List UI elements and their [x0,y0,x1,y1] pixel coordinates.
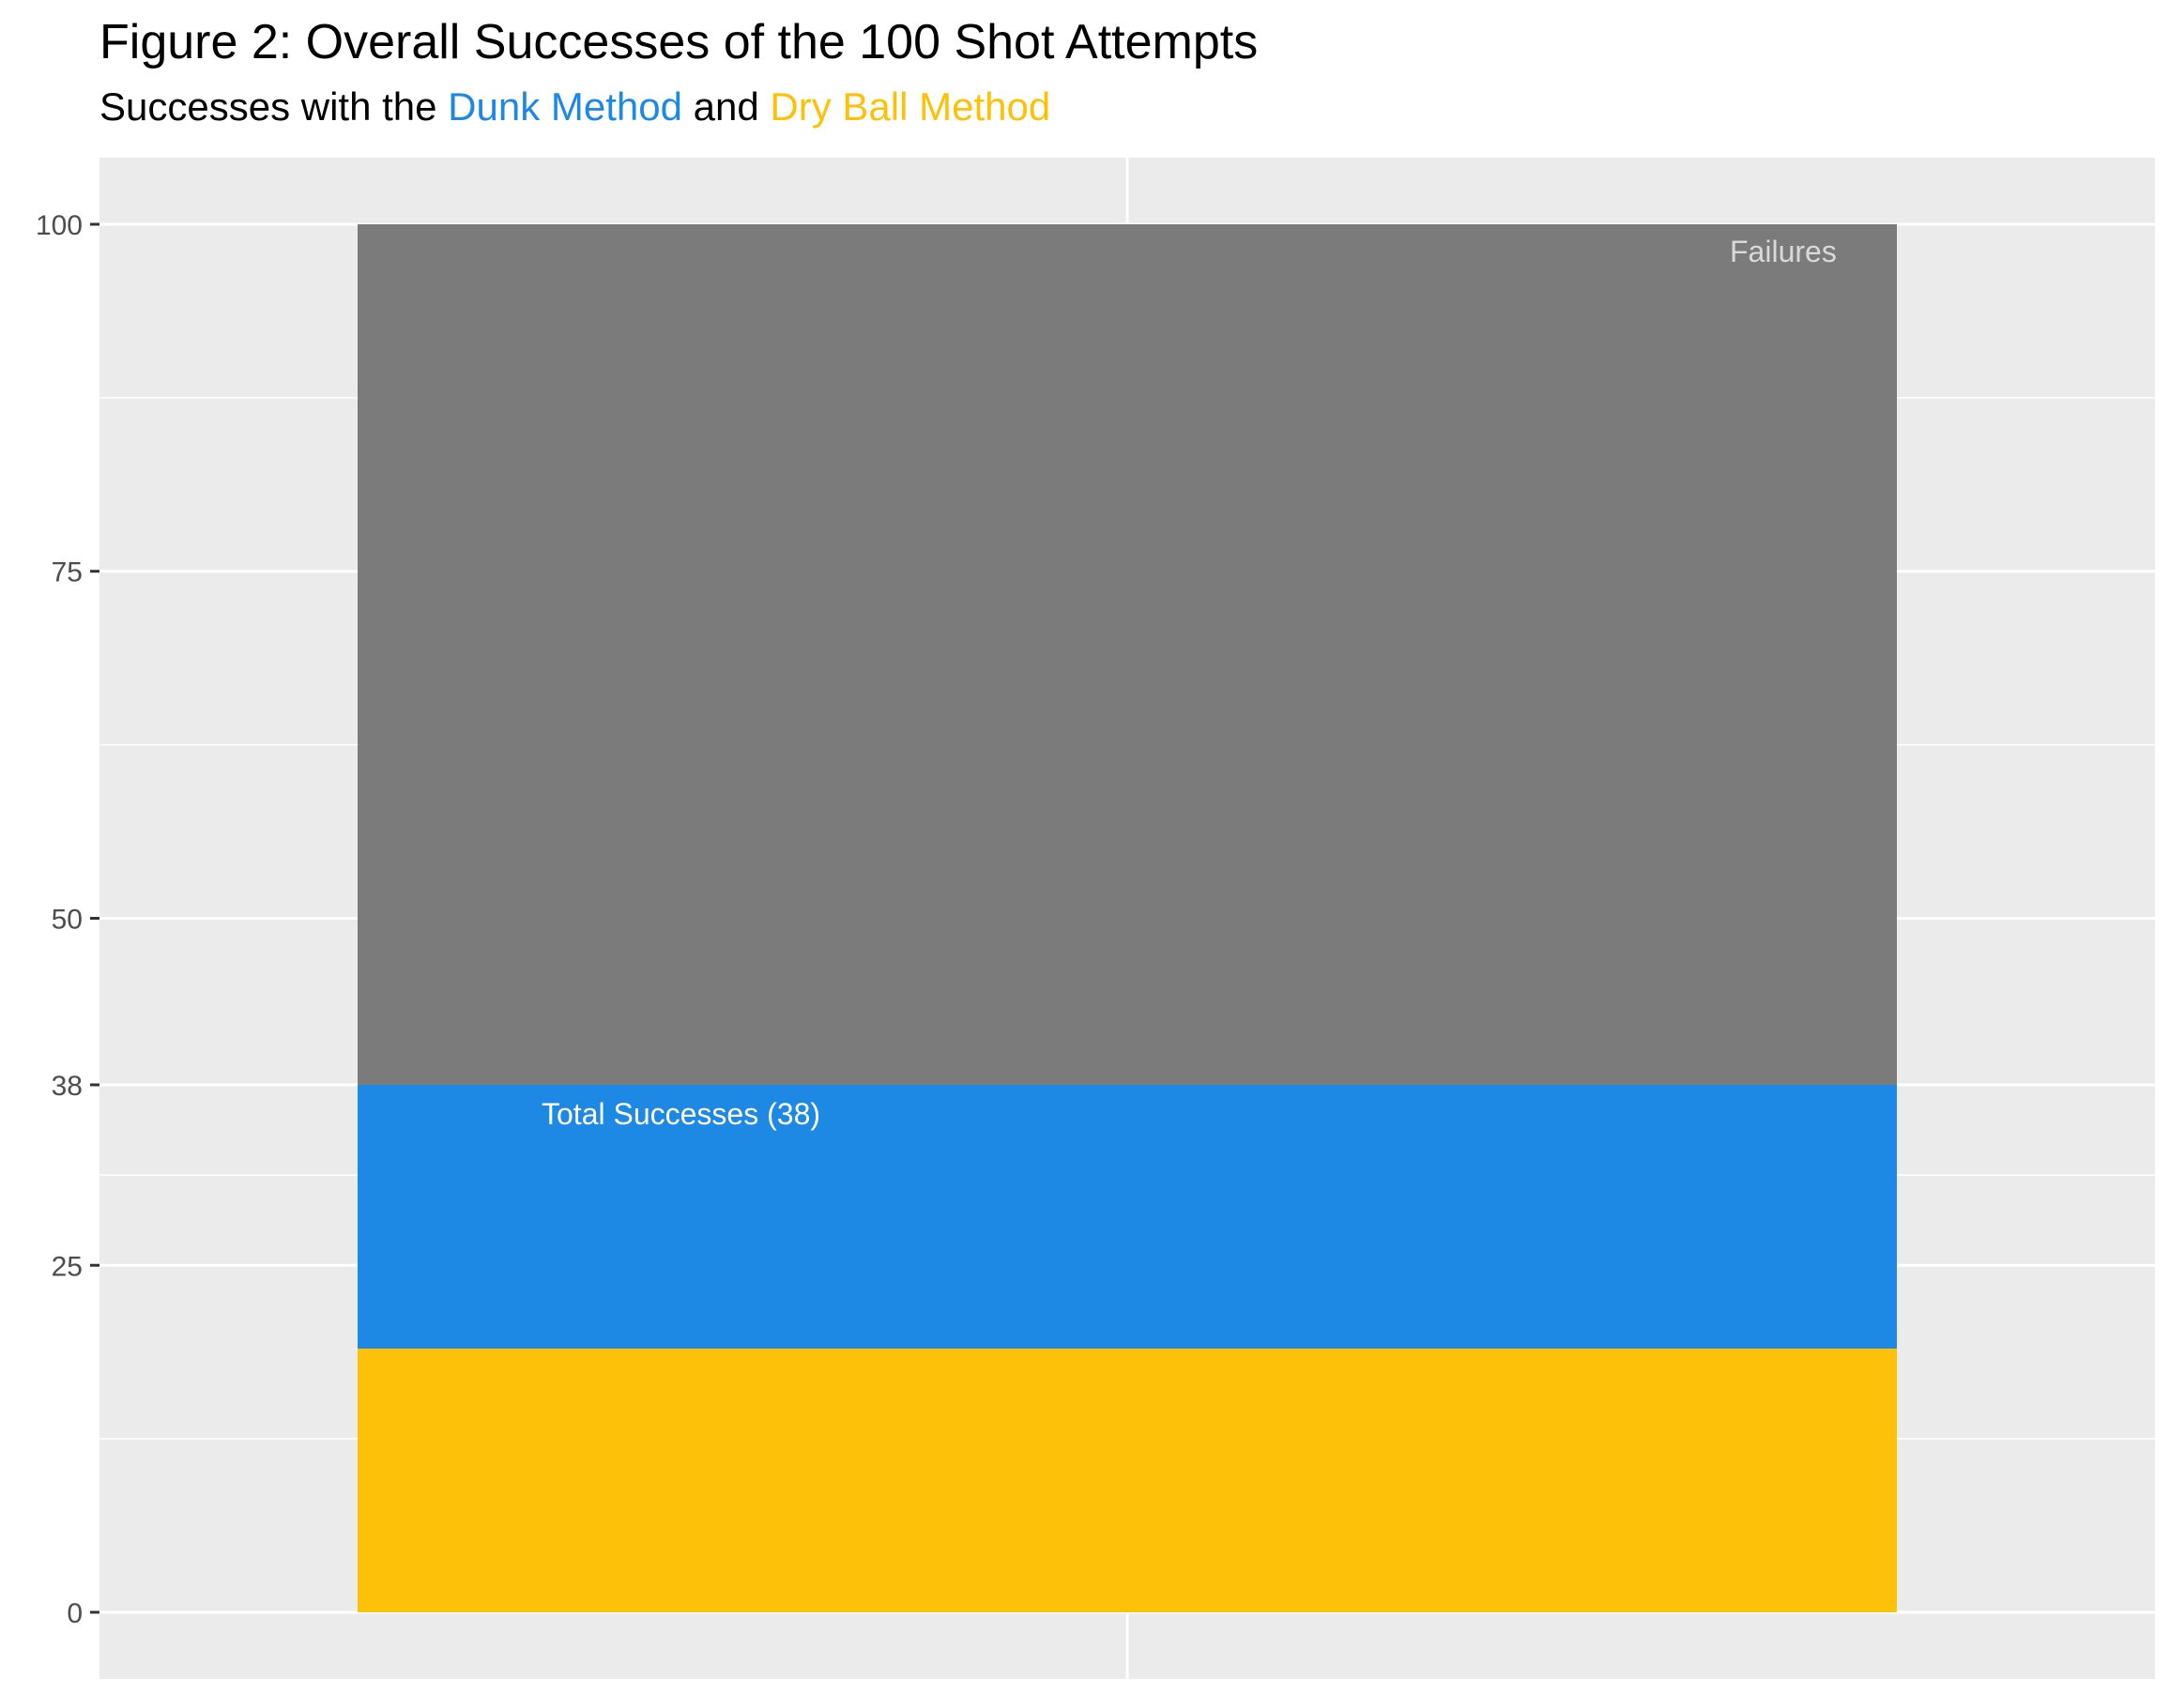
y-tick-label: 75 [52,557,83,588]
subtitle-part-dunk-method: Dunk Method [448,84,682,129]
y-tick-label: 25 [52,1251,83,1282]
y-tick-label: 50 [52,905,83,936]
bar-segment-dry-ball [358,1348,1897,1613]
subtitle-part-lead: Successes with the [99,84,449,129]
y-tick-label: 100 [36,210,83,241]
y-tick-label: 0 [67,1598,83,1629]
chart-title: Figure 2: Overall Successes of the 100 S… [99,15,1259,69]
y-tick-label: 38 [52,1071,83,1102]
chart-subtitle: Successes with the Dunk Method and Dry B… [99,79,1050,135]
bar-segment-failures [358,223,1897,1085]
subtitle-part-and: and [681,84,771,129]
bar-segment-dunk [358,1084,1897,1349]
failures-label: Failures [1730,235,1837,268]
subtitle-part-dry-ball-method: Dry Ball Method [770,84,1051,129]
total-successes-label: Total Successes (38) [542,1097,820,1131]
